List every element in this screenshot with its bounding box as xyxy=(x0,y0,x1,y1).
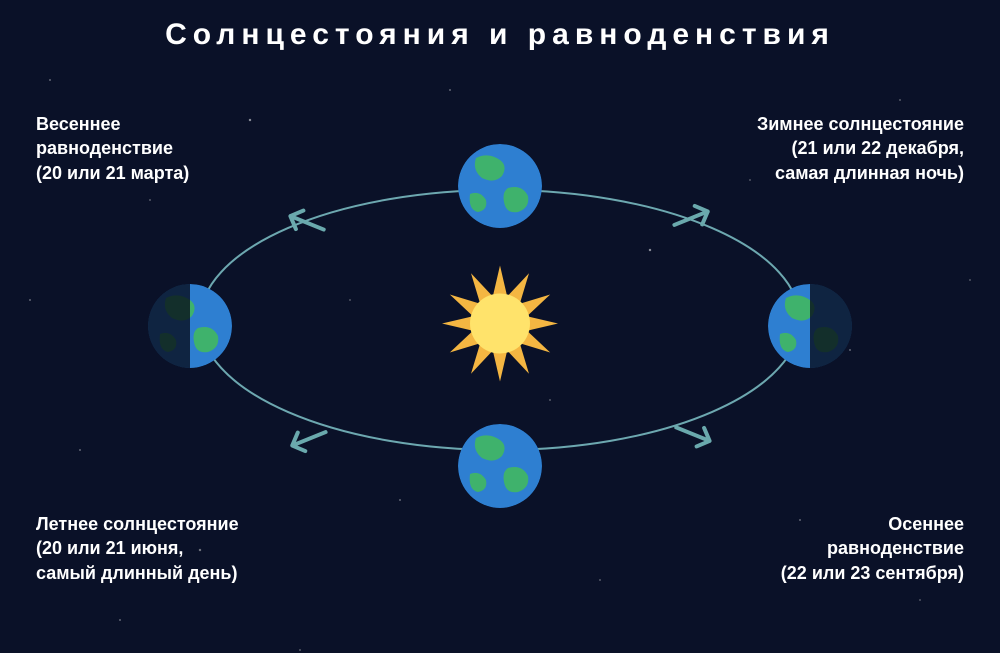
earth-top xyxy=(458,144,542,228)
label-line: (20 или 21 марта) xyxy=(36,163,189,183)
label-line: самый длинный день) xyxy=(36,563,237,583)
label-winter-solstice: Зимнее солнцестояние (21 или 22 декабря,… xyxy=(757,112,964,185)
label-line: равноденствие xyxy=(827,538,964,558)
label-line: равноденствие xyxy=(36,138,173,158)
label-line: Летнее солнцестояние xyxy=(36,514,239,534)
label-line: самая длинная ночь) xyxy=(775,163,964,183)
label-spring-equinox: Весеннее равноденствие (20 или 21 марта) xyxy=(36,112,189,185)
sun-icon xyxy=(440,264,560,389)
label-line: (20 или 21 июня, xyxy=(36,538,183,558)
label-summer-solstice: Летнее солнцестояние (20 или 21 июня, са… xyxy=(36,512,239,585)
label-autumn-equinox: Осеннее равноденствие (22 или 23 сентябр… xyxy=(781,512,964,585)
earth-right xyxy=(768,284,852,368)
earth-bottom xyxy=(458,424,542,508)
earth-left xyxy=(148,284,232,368)
label-line: (22 или 23 сентября) xyxy=(781,563,964,583)
label-line: Весеннее xyxy=(36,114,121,134)
diagram-title: Солнцестояния и равноденствия xyxy=(0,18,1000,52)
label-line: Зимнее солнцестояние xyxy=(757,114,964,134)
label-line: (21 или 22 декабря, xyxy=(792,138,964,158)
label-line: Осеннее xyxy=(888,514,964,534)
